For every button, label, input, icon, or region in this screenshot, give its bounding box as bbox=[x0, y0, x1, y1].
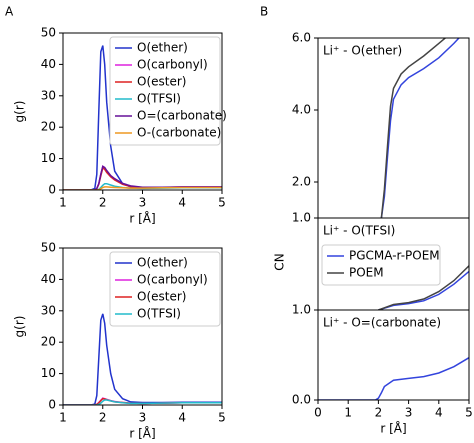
series-line bbox=[63, 313, 222, 405]
legend-label: O(ester) bbox=[137, 290, 186, 304]
legend-label: O(TFSI) bbox=[137, 307, 181, 321]
series-line bbox=[380, 38, 447, 218]
x-axis-label: r [Å] bbox=[129, 426, 155, 441]
series-line bbox=[63, 399, 222, 405]
y-tick-label: 10 bbox=[41, 366, 56, 380]
series-line bbox=[63, 186, 222, 190]
legend-label: O(ether) bbox=[137, 256, 188, 270]
y-axis-label: g(r) bbox=[13, 316, 27, 338]
y-tick-label: 40 bbox=[41, 57, 56, 71]
panel-label: A bbox=[5, 5, 14, 19]
y-tick-label: 4.0 bbox=[292, 103, 311, 117]
y-tick-label: 6.0 bbox=[292, 31, 311, 45]
x-axis-label: r [Å] bbox=[129, 211, 155, 226]
series-line bbox=[378, 270, 469, 310]
legend-label: PGCMA-r-POEM bbox=[349, 249, 440, 263]
legend-box bbox=[109, 36, 221, 146]
x-tick-label: 0 bbox=[314, 406, 322, 420]
legend-label: POEM bbox=[349, 266, 384, 280]
x-tick-label: 2 bbox=[99, 196, 107, 210]
legend-label: O-(carbonate) bbox=[137, 126, 221, 140]
x-tick-label: 4 bbox=[178, 196, 186, 210]
y-axis-label: g(r) bbox=[13, 101, 27, 123]
panel-label: B bbox=[260, 5, 268, 19]
legend-label: O(carbonyl) bbox=[137, 58, 208, 72]
x-tick-label: 1 bbox=[344, 406, 352, 420]
legend-label: O(ether) bbox=[137, 41, 188, 55]
y-tick-label: 1.0 bbox=[292, 303, 311, 317]
annotation: Li⁺ - O(TFSI) bbox=[323, 224, 395, 238]
y-axis-label: CN bbox=[273, 253, 287, 270]
plot-frame bbox=[317, 37, 470, 219]
x-tick-label: 4 bbox=[178, 411, 186, 425]
x-tick-label: 3 bbox=[139, 196, 147, 210]
y-tick-label: 20 bbox=[41, 120, 56, 134]
plot-frame bbox=[317, 309, 470, 401]
legend-box bbox=[109, 251, 221, 327]
x-tick-label: 5 bbox=[218, 196, 226, 210]
y-tick-label: 0 bbox=[48, 398, 56, 412]
x-tick-label: 5 bbox=[465, 406, 473, 420]
y-tick-label: 10 bbox=[41, 151, 56, 165]
y-tick-label: 50 bbox=[41, 26, 56, 40]
y-tick-label: 30 bbox=[41, 88, 56, 102]
x-tick-label: 4 bbox=[435, 406, 443, 420]
x-tick-label: 1 bbox=[59, 196, 67, 210]
legend-box bbox=[321, 244, 441, 286]
x-axis-label: r [Å] bbox=[380, 421, 406, 436]
y-tick-label: 40 bbox=[41, 272, 56, 286]
x-tick-label: 1 bbox=[59, 411, 67, 425]
y-tick-label: 0 bbox=[48, 183, 56, 197]
legend-label: O=(carbonate) bbox=[137, 109, 227, 123]
y-tick-label: 2.0 bbox=[292, 175, 311, 189]
annotation: Li⁺ - O=(carbonate) bbox=[323, 316, 441, 330]
legend-label: O(TFSI) bbox=[137, 92, 181, 106]
legend-label: O(carbonyl) bbox=[137, 273, 208, 287]
series-line bbox=[378, 265, 469, 310]
series-line bbox=[63, 165, 222, 190]
y-tick-label: 1.0 bbox=[292, 211, 311, 225]
y-tick-label: 0.0 bbox=[292, 393, 311, 407]
x-tick-label: 5 bbox=[218, 411, 226, 425]
x-tick-label: 3 bbox=[405, 406, 413, 420]
series-line bbox=[318, 357, 469, 400]
legend-label: O(ester) bbox=[137, 75, 186, 89]
y-tick-label: 50 bbox=[41, 241, 56, 255]
plot-frame bbox=[62, 32, 223, 191]
annotation: Li⁺ - O(ether) bbox=[323, 44, 402, 58]
x-tick-label: 3 bbox=[139, 411, 147, 425]
plot-frame bbox=[62, 247, 223, 406]
y-tick-label: 30 bbox=[41, 303, 56, 317]
x-tick-label: 2 bbox=[375, 406, 383, 420]
x-tick-label: 2 bbox=[99, 411, 107, 425]
y-tick-label: 20 bbox=[41, 335, 56, 349]
